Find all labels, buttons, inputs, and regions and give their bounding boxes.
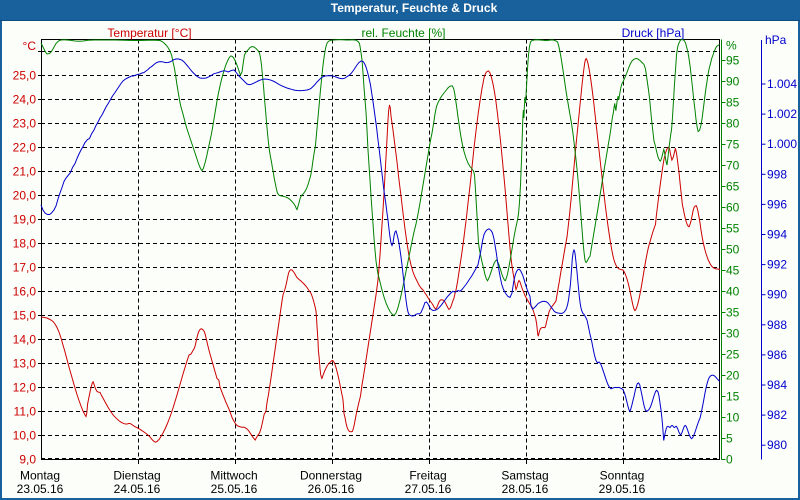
svg-text:75: 75 xyxy=(726,138,740,152)
svg-text:0: 0 xyxy=(726,453,733,467)
svg-text:80: 80 xyxy=(726,117,740,131)
svg-text:°C: °C xyxy=(23,39,37,53)
svg-text:28.05.16: 28.05.16 xyxy=(502,482,549,496)
svg-text:984: 984 xyxy=(767,378,787,392)
svg-text:5: 5 xyxy=(726,432,733,446)
svg-text:18,0: 18,0 xyxy=(13,237,37,251)
svg-text:25,0: 25,0 xyxy=(13,69,37,83)
svg-text:988: 988 xyxy=(767,318,787,332)
svg-text:65: 65 xyxy=(726,180,740,194)
svg-text:Druck [hPa]: Druck [hPa] xyxy=(622,26,685,40)
svg-text:hPa: hPa xyxy=(765,33,787,47)
svg-text:Donnerstag: Donnerstag xyxy=(300,469,362,483)
svg-text:40: 40 xyxy=(726,285,740,299)
svg-text:20: 20 xyxy=(726,369,740,383)
svg-text:992: 992 xyxy=(767,258,787,272)
svg-text:30: 30 xyxy=(726,327,740,341)
svg-text:Mittwoch: Mittwoch xyxy=(210,469,257,483)
svg-text:rel. Feuchte [%]: rel. Feuchte [%] xyxy=(361,26,445,40)
svg-text:Temperatur [°C]: Temperatur [°C] xyxy=(107,26,191,40)
svg-text:14,0: 14,0 xyxy=(13,333,37,347)
svg-text:Freitag: Freitag xyxy=(409,469,446,483)
svg-text:990: 990 xyxy=(767,288,787,302)
svg-text:11,0: 11,0 xyxy=(14,405,37,419)
svg-text:17,0: 17,0 xyxy=(13,261,37,275)
svg-text:10: 10 xyxy=(726,411,740,425)
svg-text:29.05.16: 29.05.16 xyxy=(599,482,646,496)
svg-text:Samstag: Samstag xyxy=(501,469,548,483)
svg-text:60: 60 xyxy=(726,201,740,215)
svg-text:24.05.16: 24.05.16 xyxy=(114,482,161,496)
svg-text:45: 45 xyxy=(726,264,740,278)
svg-text:23.05.16: 23.05.16 xyxy=(17,482,64,496)
svg-text:%: % xyxy=(726,39,737,53)
svg-text:85: 85 xyxy=(726,96,740,110)
svg-text:12,0: 12,0 xyxy=(13,381,37,395)
svg-text:Sonntag: Sonntag xyxy=(600,469,645,483)
svg-text:980: 980 xyxy=(767,438,787,452)
svg-text:1.002: 1.002 xyxy=(767,107,797,121)
svg-text:50: 50 xyxy=(726,243,740,257)
svg-text:15: 15 xyxy=(726,390,740,404)
svg-text:1.000: 1.000 xyxy=(767,137,797,151)
svg-text:27.05.16: 27.05.16 xyxy=(405,482,452,496)
svg-text:55: 55 xyxy=(726,222,740,236)
svg-text:35: 35 xyxy=(726,306,740,320)
svg-text:19,0: 19,0 xyxy=(13,213,37,227)
svg-text:994: 994 xyxy=(767,228,787,242)
svg-text:25.05.16: 25.05.16 xyxy=(211,482,258,496)
svg-text:20,0: 20,0 xyxy=(13,189,37,203)
svg-text:25: 25 xyxy=(726,348,740,362)
svg-text:23,0: 23,0 xyxy=(13,117,37,131)
svg-text:90: 90 xyxy=(726,75,740,89)
svg-text:Dienstag: Dienstag xyxy=(113,469,160,483)
svg-text:95: 95 xyxy=(726,54,740,68)
svg-text:982: 982 xyxy=(767,408,787,422)
svg-text:998: 998 xyxy=(767,167,787,181)
svg-text:9,0: 9,0 xyxy=(19,453,36,467)
svg-text:22,0: 22,0 xyxy=(13,141,37,155)
svg-text:10,0: 10,0 xyxy=(13,429,37,443)
svg-text:26.05.16: 26.05.16 xyxy=(308,482,355,496)
svg-text:13,0: 13,0 xyxy=(13,357,37,371)
svg-text:1.004: 1.004 xyxy=(767,77,797,91)
svg-text:21,0: 21,0 xyxy=(13,165,37,179)
svg-text:986: 986 xyxy=(767,348,787,362)
svg-text:Montag: Montag xyxy=(20,469,60,483)
svg-text:16,0: 16,0 xyxy=(13,285,37,299)
svg-text:15,0: 15,0 xyxy=(13,309,37,323)
svg-text:24,0: 24,0 xyxy=(13,93,37,107)
svg-text:70: 70 xyxy=(726,159,740,173)
svg-text:996: 996 xyxy=(767,197,787,211)
